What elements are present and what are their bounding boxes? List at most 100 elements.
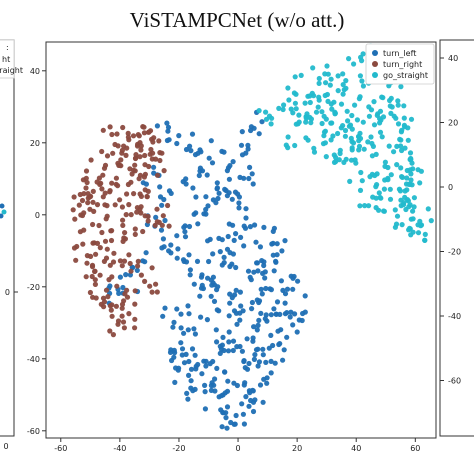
- point-turn_right: [105, 294, 111, 300]
- point-turn_right: [96, 175, 102, 181]
- point-turn_left: [227, 291, 233, 297]
- x-tick-label: 0: [235, 444, 240, 453]
- point-go_straight: [399, 174, 405, 180]
- point-turn_left: [257, 244, 263, 250]
- point-turn_right: [115, 183, 121, 189]
- point-turn_left: [153, 214, 159, 220]
- main-plot-panel: -60 -40 -20 0 20 40 60 -60 -40 -20 0 20 40 turn_lef…: [27, 41, 437, 453]
- point-turn_left: [227, 250, 233, 256]
- point-turn_left: [197, 293, 203, 299]
- point-turn_right: [123, 212, 129, 218]
- point-turn_left: [162, 305, 168, 311]
- point-turn_left: [168, 190, 174, 196]
- point-turn_right: [128, 268, 134, 274]
- point-go_straight: [323, 80, 329, 86]
- point-turn_right: [120, 124, 126, 131]
- point-go_straight: [311, 145, 317, 151]
- point-turn_left: [174, 140, 180, 147]
- left-panel-point: [0, 213, 4, 219]
- point-go_straight: [411, 204, 417, 210]
- right-panel-yaxis: 40 20 0 -20 -40 -60: [440, 54, 461, 386]
- point-turn_left: [151, 164, 157, 170]
- point-go_straight: [343, 85, 349, 91]
- point-turn_right: [79, 197, 86, 204]
- left-panel-ytick: 0: [5, 288, 10, 297]
- point-go_straight: [256, 108, 262, 114]
- point-turn_left: [182, 223, 188, 229]
- right-panel-fragment: 40 20 0 -20 -40 -60: [439, 39, 474, 437]
- point-turn_right: [132, 231, 138, 237]
- point-turn_right: [118, 157, 124, 163]
- point-turn_left: [273, 258, 279, 264]
- point-turn_right: [144, 194, 150, 200]
- point-turn_left: [231, 421, 237, 427]
- point-go_straight: [308, 116, 314, 122]
- point-turn_left: [230, 347, 236, 354]
- point-go_straight: [392, 224, 398, 230]
- point-turn_right: [119, 305, 125, 311]
- point-go_straight: [296, 112, 302, 118]
- point-turn_left: [179, 346, 186, 352]
- point-turn_left: [175, 246, 181, 252]
- point-go_straight: [362, 203, 368, 209]
- point-go_straight: [330, 133, 336, 139]
- point-turn_left: [294, 329, 300, 335]
- point-turn_left: [162, 217, 168, 224]
- point-go_straight: [311, 93, 317, 99]
- point-turn_right: [94, 240, 101, 246]
- point-turn_right: [132, 316, 138, 322]
- point-turn_left: [134, 267, 140, 273]
- point-go_straight: [356, 96, 362, 102]
- point-turn_right: [153, 281, 159, 287]
- point-turn_left: [284, 334, 290, 340]
- point-turn_right: [88, 253, 94, 259]
- point-turn_left: [187, 267, 193, 273]
- point-turn_left: [182, 234, 189, 240]
- point-turn_right: [114, 131, 120, 137]
- point-go_straight: [335, 88, 341, 94]
- point-turn_left: [223, 410, 229, 416]
- point-turn_right: [100, 127, 106, 133]
- point-turn_right: [83, 168, 90, 174]
- point-go_straight: [385, 164, 391, 171]
- point-turn_left: [236, 200, 242, 206]
- point-go_straight: [379, 94, 385, 100]
- point-go_straight: [350, 140, 357, 146]
- point-turn_left: [254, 260, 260, 266]
- point-go_straight: [401, 103, 407, 109]
- point-turn_left: [202, 389, 208, 395]
- point-turn_left: [216, 190, 222, 196]
- point-turn_left: [233, 231, 239, 237]
- point-go_straight: [422, 231, 428, 237]
- point-turn_left: [188, 366, 195, 372]
- point-go_straight: [315, 104, 321, 110]
- plot-frame: [45, 41, 437, 439]
- point-go_straight: [331, 152, 337, 158]
- point-turn_left: [223, 415, 229, 421]
- point-go_straight: [341, 159, 347, 165]
- point-turn_left: [186, 252, 192, 258]
- point-turn_left: [251, 356, 257, 362]
- point-turn_left: [164, 120, 170, 126]
- point-go_straight: [398, 84, 404, 90]
- point-turn_right: [126, 202, 132, 208]
- point-turn_left: [214, 339, 220, 345]
- point-go_straight: [407, 167, 413, 173]
- point-turn_right: [120, 222, 126, 228]
- point-turn_left: [117, 274, 123, 280]
- point-turn_left: [251, 324, 257, 330]
- point-turn_left: [178, 340, 184, 346]
- point-go_straight: [388, 110, 394, 116]
- point-go_straight: [293, 106, 299, 112]
- point-go_straight: [276, 105, 282, 111]
- point-turn_right: [103, 287, 110, 293]
- point-go_straight: [392, 207, 398, 213]
- point-turn_right: [117, 197, 123, 203]
- point-turn_left: [259, 119, 265, 125]
- point-turn_right: [124, 191, 130, 197]
- point-go_straight: [405, 137, 411, 143]
- point-turn_left: [236, 205, 242, 211]
- point-turn_left: [186, 358, 192, 365]
- legend-box: [365, 43, 435, 85]
